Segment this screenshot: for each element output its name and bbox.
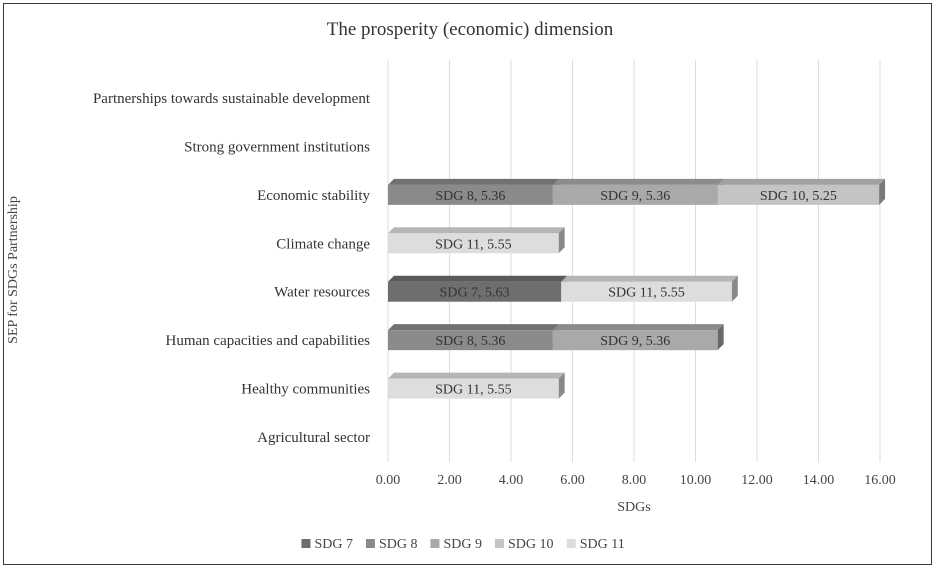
bar bbox=[388, 184, 553, 205]
category-label: Human capacities and capabilities bbox=[166, 333, 371, 349]
bar-data-label: SDG 8, 5.36 bbox=[435, 334, 505, 349]
category-label: Water resources bbox=[274, 285, 370, 301]
category-label: Healthy communities bbox=[241, 382, 370, 398]
bar-segment: SDG 8, 5.36 bbox=[388, 324, 559, 351]
bar-top-face bbox=[388, 178, 559, 185]
bar-segment: SDG 9, 5.36 bbox=[552, 178, 724, 205]
bar-top-face bbox=[388, 227, 565, 234]
category-label: Economic stability bbox=[257, 188, 370, 204]
x-tick-label: 12.00 bbox=[741, 473, 773, 488]
bar bbox=[552, 184, 718, 205]
category-label: Climate change bbox=[276, 236, 370, 252]
legend-swatch bbox=[365, 539, 375, 548]
bar bbox=[388, 330, 553, 351]
bar bbox=[388, 378, 559, 399]
bar-side-face bbox=[558, 372, 565, 399]
bar-segment: SDG 11, 5.55 bbox=[388, 372, 565, 399]
bar-data-label: SDG 8, 5.36 bbox=[435, 189, 505, 204]
bar-top-face bbox=[552, 178, 724, 185]
bar-side-face bbox=[731, 275, 738, 302]
bar-data-label: SDG 7, 5.63 bbox=[440, 286, 510, 301]
bar-top-face bbox=[388, 372, 565, 379]
x-tick-label: 4.00 bbox=[499, 473, 524, 488]
bar bbox=[561, 281, 732, 302]
bar-segment: SDG 7, 5.63 bbox=[388, 275, 568, 302]
legend-label: SDG 8 bbox=[379, 537, 418, 552]
x-axis-label: SDGs bbox=[617, 500, 650, 515]
bar-top-face bbox=[552, 324, 724, 331]
x-tick-label: 10.00 bbox=[680, 473, 712, 488]
bar-data-label: SDG 9, 5.36 bbox=[600, 334, 670, 349]
legend-label: SDG 7 bbox=[314, 537, 353, 552]
category-label: Agricultural sector bbox=[257, 430, 370, 446]
x-tick-label: 8.00 bbox=[622, 473, 647, 488]
legend-item: SDG 7 bbox=[301, 537, 353, 552]
x-tick-label: 14.00 bbox=[803, 473, 835, 488]
legend-swatch bbox=[301, 539, 311, 548]
category-labels: Agricultural sector Healthy communities Hu… bbox=[93, 91, 371, 446]
category-label: Strong government institutions bbox=[184, 139, 370, 155]
bar-top-face bbox=[388, 275, 568, 282]
bar-data-label: SDG 9, 5.36 bbox=[600, 189, 670, 204]
y-axis-label: SEP for SDGs Partnership bbox=[6, 196, 21, 344]
gridlines bbox=[387, 60, 881, 462]
bar-side-face bbox=[717, 324, 724, 351]
bar bbox=[388, 281, 562, 302]
bar-segment: SDG 11, 5.55 bbox=[388, 227, 565, 254]
legend-swatch bbox=[430, 539, 440, 548]
bar bbox=[717, 184, 880, 205]
x-tick-label: 0.00 bbox=[376, 473, 401, 488]
x-tick-label: 2.00 bbox=[437, 473, 462, 488]
chart-title: The prosperity (economic) dimension bbox=[327, 19, 614, 40]
bar bbox=[388, 233, 559, 254]
bar-top-face bbox=[388, 324, 559, 331]
legend-item: SDG 8 bbox=[365, 537, 418, 552]
bar-segment: SDG 11, 5.55 bbox=[561, 275, 738, 302]
bar-data-label: SDG 10, 5.25 bbox=[760, 189, 837, 204]
bar-data-label: SDG 11, 5.55 bbox=[435, 237, 512, 252]
bar bbox=[552, 330, 718, 351]
x-tick-label: 6.00 bbox=[560, 473, 585, 488]
bar-segment: SDG 10, 5.25 bbox=[717, 178, 886, 205]
legend-item: SDG 10 bbox=[494, 537, 554, 552]
legend-swatch bbox=[566, 539, 576, 548]
bar-data-label: SDG 11, 5.55 bbox=[435, 383, 512, 398]
bar-top-face bbox=[561, 275, 738, 282]
legend-item: SDG 11 bbox=[566, 537, 625, 552]
x-tick-labels: 0.00 2.00 4.00 6.00 8.00 10.00 12.00 14.00 16.00 bbox=[376, 473, 896, 488]
bar-data-label: SDG 11, 5.55 bbox=[608, 286, 685, 301]
x-tick-label: 16.00 bbox=[864, 473, 896, 488]
legend-label: SDG 9 bbox=[443, 537, 482, 552]
legend-item: SDG 9 bbox=[430, 537, 482, 552]
bar-segment: SDG 8, 5.36 bbox=[388, 178, 559, 205]
legend-label: SDG 10 bbox=[508, 537, 554, 552]
legend: SDG 7 SDG 8 SDG 9 SDG 10 SDG 11 bbox=[301, 537, 625, 552]
bars: SDG 11, 5.55 SDG 8, 5.36 SDG 9, 5.36 SDG 7,… bbox=[388, 178, 886, 399]
category-label: Partnerships towards sustainable develop… bbox=[93, 91, 371, 107]
legend-label: SDG 11 bbox=[580, 537, 625, 552]
bar-side-face bbox=[879, 178, 886, 205]
bar-segment: SDG 9, 5.36 bbox=[552, 324, 724, 351]
legend-swatch bbox=[494, 539, 504, 548]
bar-side-face bbox=[558, 227, 565, 254]
bar-top-face bbox=[717, 178, 886, 185]
